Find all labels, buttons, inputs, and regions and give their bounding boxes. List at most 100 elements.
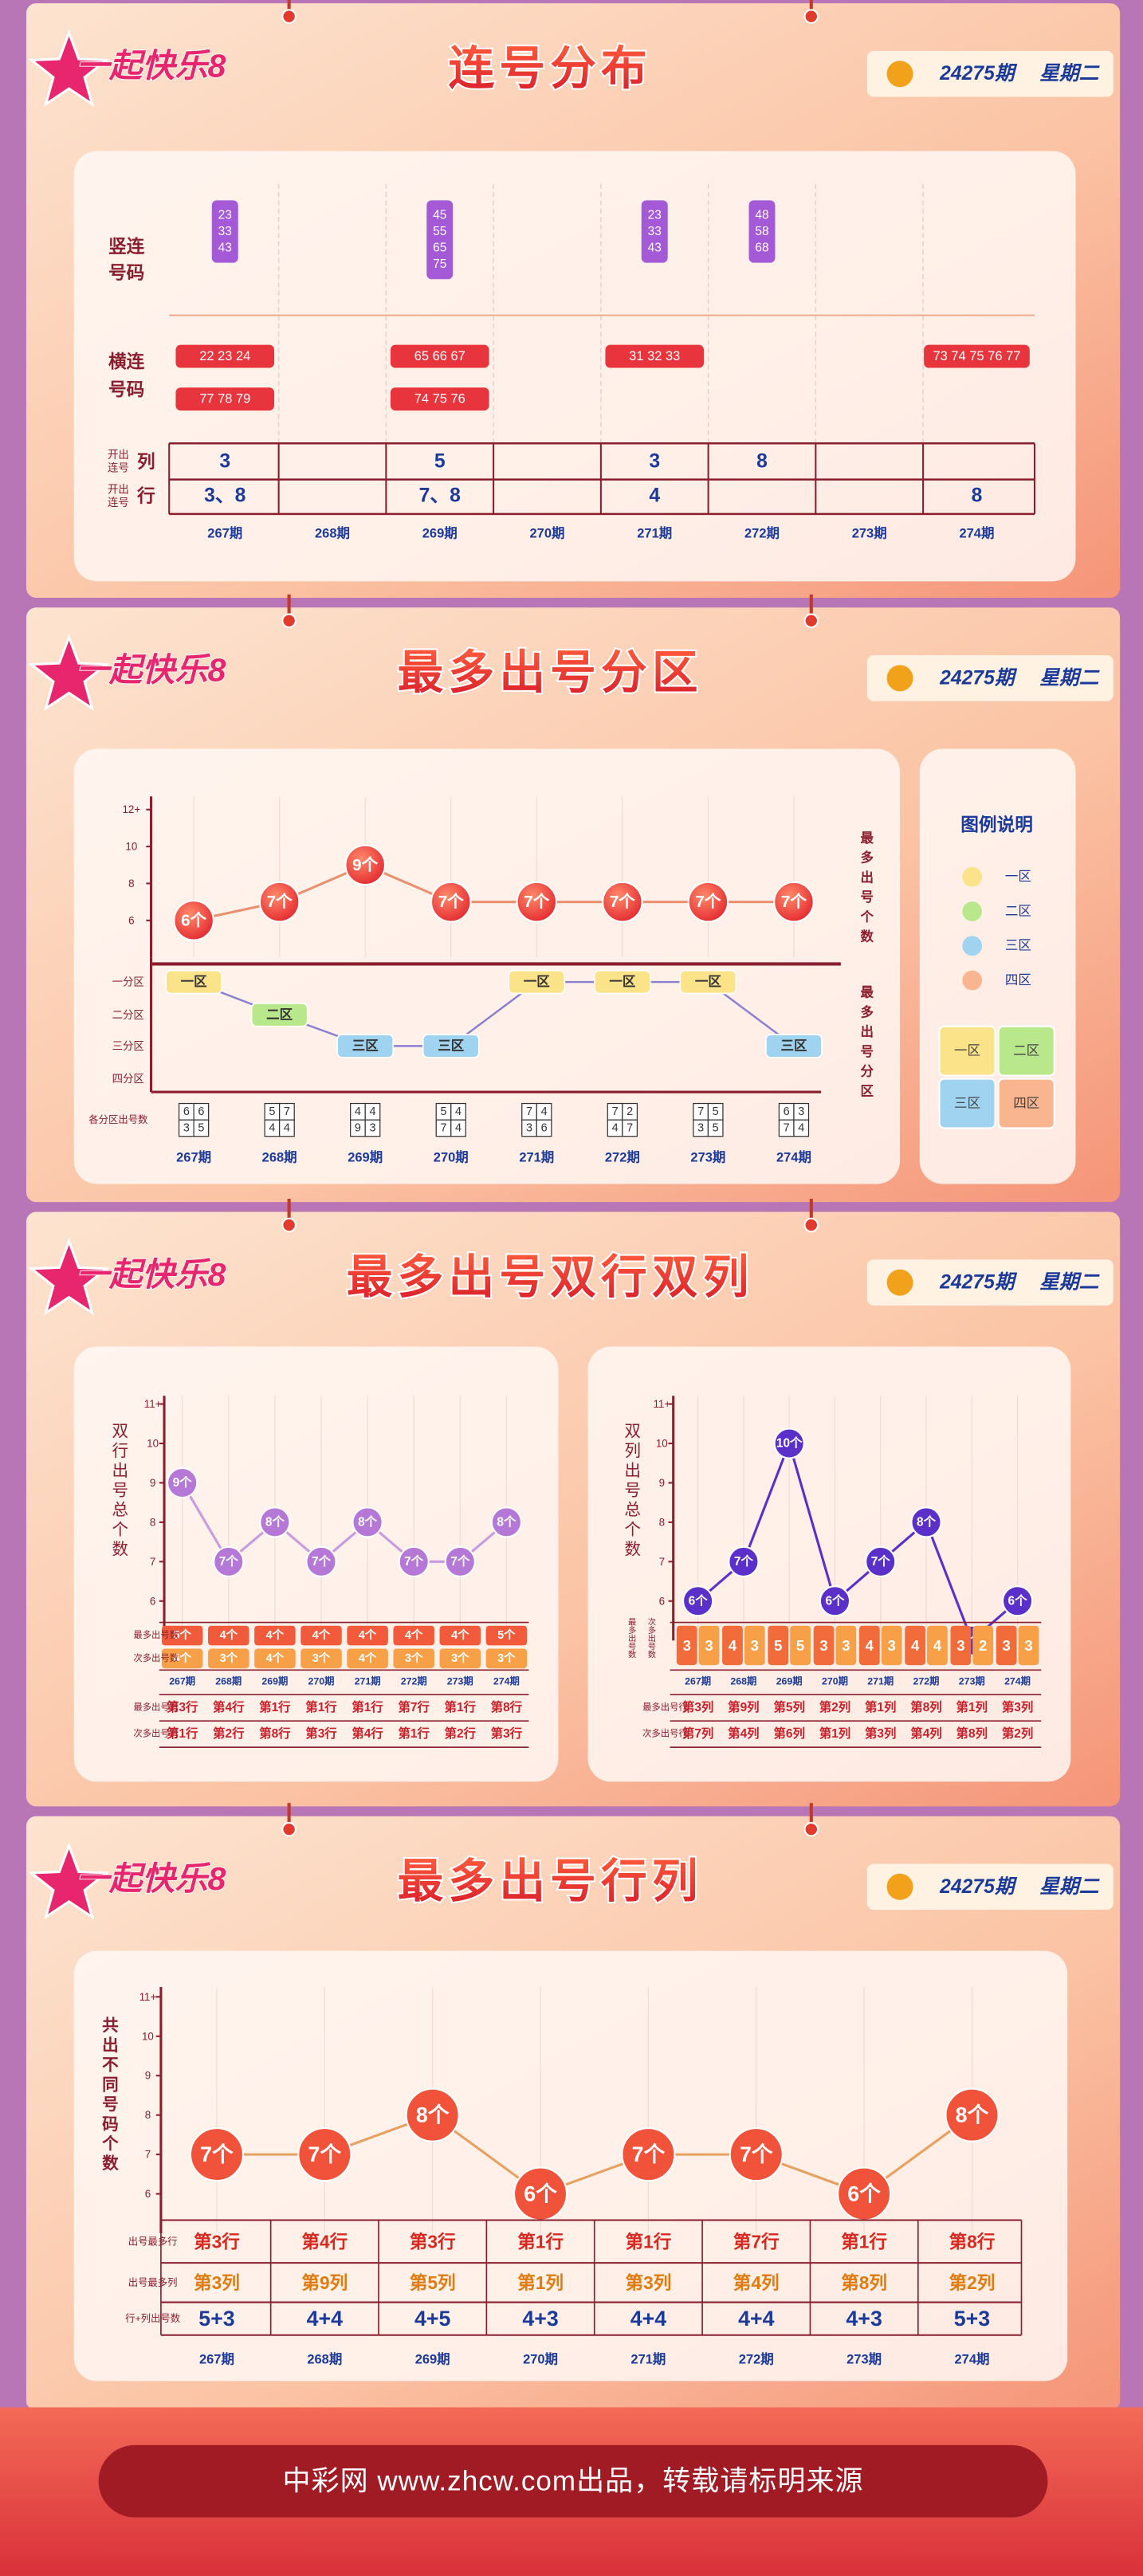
zone-box bbox=[336, 1034, 395, 1058]
count: 6 bbox=[198, 1105, 204, 1118]
count-cell: 5个 bbox=[173, 1628, 191, 1642]
legend-name: 二区 bbox=[1005, 904, 1031, 918]
count: 6 bbox=[183, 1105, 190, 1118]
legend-box bbox=[997, 1078, 1055, 1129]
hook bbox=[281, 613, 297, 629]
count: 4 bbox=[541, 1105, 548, 1118]
sum-cell: 4+3 bbox=[846, 2307, 882, 2331]
count-cell: 4个 bbox=[220, 1628, 238, 1642]
issue: 24275期 bbox=[939, 1272, 1018, 1294]
weekday: 星期二 bbox=[1039, 1272, 1100, 1294]
zone-box bbox=[422, 1034, 480, 1058]
count-cell: 3 bbox=[1002, 1637, 1010, 1654]
value-bubble bbox=[728, 1545, 760, 1577]
row-cell: 第7行 bbox=[733, 2231, 780, 2252]
vertical-number: 75 bbox=[433, 257, 446, 271]
count-cell: 5个 bbox=[497, 1628, 516, 1642]
legend-box-name: 三区 bbox=[954, 1097, 980, 1111]
logo: 一起快乐8 bbox=[77, 652, 226, 689]
horizontal-numbers: 74 75 76 bbox=[414, 392, 465, 406]
card bbox=[73, 151, 1076, 582]
period: 273期 bbox=[846, 2352, 882, 2367]
row-label: 横连 bbox=[108, 351, 145, 371]
count: 7 bbox=[626, 1121, 633, 1134]
count-cell-box bbox=[722, 1625, 743, 1666]
issue-icon bbox=[886, 61, 913, 88]
y-tick-label: 10 bbox=[125, 841, 137, 853]
y-tick-label: 8 bbox=[128, 878, 134, 889]
hook bbox=[803, 9, 819, 24]
value-bubble bbox=[430, 881, 472, 923]
value-bubble bbox=[945, 2087, 1000, 2142]
pos-cell: 第1列 bbox=[865, 1699, 896, 1714]
count-pill bbox=[254, 1648, 296, 1669]
value-bubble bbox=[173, 900, 214, 941]
table-label: 次多出号数 bbox=[646, 1616, 655, 1659]
zone-box bbox=[508, 969, 566, 995]
vertical-number: 55 bbox=[433, 225, 446, 238]
count: 9 bbox=[355, 1121, 361, 1134]
value-bubble bbox=[444, 1545, 476, 1577]
value-bubble bbox=[490, 1506, 522, 1538]
count: 3 bbox=[369, 1121, 375, 1134]
issue-icon bbox=[886, 1269, 913, 1296]
count-pill bbox=[393, 1648, 434, 1669]
axis-label: 最多出号分区 bbox=[858, 985, 874, 1103]
vertical-number: 33 bbox=[648, 225, 662, 238]
value-label: 6个 bbox=[825, 1593, 845, 1608]
period: 271期 bbox=[637, 526, 672, 541]
value-label: 6个 bbox=[1008, 1593, 1028, 1608]
value-bubble bbox=[213, 1545, 245, 1577]
vertical-pill bbox=[641, 200, 668, 263]
vertical-number: 48 bbox=[755, 208, 768, 222]
row-label: 开出 bbox=[108, 483, 129, 495]
count-cell bbox=[622, 1119, 638, 1137]
logo-star bbox=[28, 1238, 110, 1316]
value-label: 7个 bbox=[438, 892, 464, 911]
logo-star bbox=[28, 29, 110, 108]
pos-cell: 第1行 bbox=[445, 1699, 477, 1714]
value-bubble bbox=[773, 881, 815, 923]
count: 4 bbox=[284, 1121, 290, 1134]
period: 268期 bbox=[730, 1675, 756, 1687]
col-cell: 第1列 bbox=[517, 2272, 564, 2293]
count-pill bbox=[208, 1648, 249, 1669]
count: 5 bbox=[713, 1121, 719, 1134]
count-cell-box bbox=[881, 1625, 902, 1666]
count-cell: 4个 bbox=[451, 1628, 469, 1642]
count: 5 bbox=[440, 1105, 446, 1118]
legend-box-name: 一区 bbox=[954, 1044, 980, 1058]
value-bubble bbox=[602, 881, 643, 923]
y-tick-label: 6 bbox=[150, 1595, 155, 1607]
period: 273期 bbox=[852, 526, 887, 541]
count-cell-box bbox=[1018, 1625, 1039, 1666]
count: 4 bbox=[612, 1121, 619, 1134]
issue-banner bbox=[866, 50, 1114, 97]
value-label: 9个 bbox=[352, 855, 378, 874]
count-cell: 4个 bbox=[173, 1651, 191, 1665]
issue: 24275期 bbox=[939, 63, 1018, 84]
count-cell: 3 bbox=[1024, 1637, 1032, 1654]
count-cell: 3 bbox=[956, 1637, 964, 1654]
hook bbox=[281, 1821, 297, 1837]
issue: 24275期 bbox=[939, 667, 1018, 689]
period: 268期 bbox=[315, 526, 350, 541]
legend-swatch bbox=[962, 901, 983, 921]
row-label: 号码 bbox=[108, 379, 144, 399]
count-cell: 3 bbox=[683, 1637, 691, 1654]
zone-box bbox=[765, 1034, 823, 1058]
value-bubble bbox=[682, 1585, 714, 1617]
count: 3 bbox=[798, 1105, 804, 1118]
count-cell-box bbox=[768, 1625, 789, 1666]
vertical-number: 33 bbox=[218, 225, 232, 238]
y-tick-label: 11+ bbox=[653, 1398, 670, 1410]
count-cell: 4 bbox=[866, 1637, 874, 1654]
table-label: 最多出号行 bbox=[642, 1702, 688, 1713]
hook bbox=[281, 1217, 297, 1233]
value-label: 6个 bbox=[181, 910, 206, 929]
legend-box-name: 二区 bbox=[1013, 1044, 1039, 1058]
period: 267期 bbox=[685, 1675, 711, 1687]
period: 268期 bbox=[307, 2352, 342, 2367]
pos-cell: 第8列 bbox=[910, 1699, 941, 1714]
horizontal-numbers: 31 32 33 bbox=[629, 349, 680, 363]
